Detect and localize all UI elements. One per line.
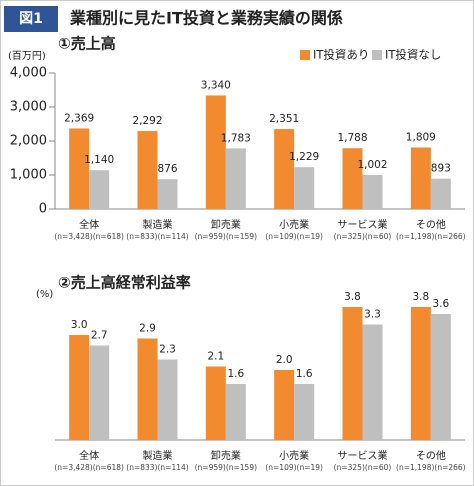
bar [69, 128, 90, 209]
value-label: 2.0 [276, 354, 293, 366]
x-tick-label: 製造業 [143, 449, 173, 462]
chart-title: ①売上高 [58, 35, 116, 53]
value-label: 2,369 [64, 112, 94, 124]
x-tick-label: その他 [416, 218, 446, 231]
value-label: 1,783 [221, 132, 251, 144]
legend-label: IT投資あり [313, 48, 369, 62]
bar [137, 338, 158, 440]
value-label: 1.6 [227, 368, 244, 380]
value-label: 2,351 [269, 113, 299, 125]
value-label: 2.3 [159, 344, 176, 356]
value-label: 3.8 [412, 291, 429, 303]
legend-swatch [372, 50, 382, 60]
category-note: (n=1,198)(n=266) [396, 232, 466, 241]
bar [225, 148, 246, 209]
value-label: 1,002 [357, 159, 387, 171]
x-tick-label: サービス業 [338, 449, 388, 462]
y-tick-label: 2,000 [10, 134, 47, 149]
value-label: 3.0 [71, 319, 88, 331]
value-label: 3.3 [364, 309, 381, 321]
bar [157, 179, 178, 209]
bar [157, 359, 178, 440]
bar [205, 95, 226, 209]
badge: 図1 [19, 11, 43, 27]
value-label: 2,292 [132, 115, 162, 127]
value-label: 2.9 [139, 323, 156, 335]
bar [410, 147, 431, 209]
page-title: 業種別に見たIT投資と業務実績の関係 [69, 9, 343, 28]
category-note: (n=325)(n=60) [334, 463, 392, 472]
badge-bg [4, 6, 58, 32]
x-tick-label: 小売業 [279, 449, 309, 462]
bar [69, 335, 90, 440]
x-tick-label: 卸売業 [211, 218, 241, 231]
category-note: (n=959)(n=159) [195, 232, 257, 241]
bar [430, 314, 451, 440]
value-label: 1,229 [289, 151, 319, 163]
y-tick-label: 4,000 [10, 66, 47, 81]
value-label: 3.6 [432, 298, 449, 310]
y-tick-label: 3,000 [10, 100, 47, 115]
x-tick-label: サービス業 [338, 218, 388, 231]
bar [225, 384, 246, 440]
bar [342, 148, 363, 209]
category-note: (n=3,428)(n=618) [54, 232, 124, 241]
x-tick-label: その他 [416, 449, 446, 462]
y-tick-label: 0 [39, 202, 47, 217]
bar [362, 174, 383, 209]
y-axis-label: (百万円) [8, 50, 46, 62]
x-tick-label: 全体 [79, 449, 99, 462]
bar [362, 324, 383, 440]
bar [430, 178, 451, 209]
x-tick-label: 全体 [79, 218, 99, 231]
bar [294, 384, 315, 440]
value-label: 1,788 [337, 132, 367, 144]
legend-label: IT投資なし [385, 48, 441, 62]
value-label: 1,809 [406, 131, 436, 143]
bar [137, 131, 158, 209]
bar [89, 170, 110, 209]
value-label: 876 [157, 163, 177, 175]
value-label: 1.6 [296, 368, 313, 380]
x-tick-label: 卸売業 [211, 449, 241, 462]
bar [274, 129, 295, 209]
y-axis-label: (%) [36, 289, 53, 300]
y-tick-label: 1,000 [10, 168, 47, 183]
x-tick-label: 小売業 [279, 218, 309, 231]
chart-title: ②売上高経常利益率 [58, 274, 191, 292]
bar [89, 345, 110, 440]
category-note: (n=3,428)(n=618) [54, 463, 124, 472]
category-note: (n=1,198)(n=266) [396, 463, 466, 472]
category-note: (n=833)(n=114) [126, 232, 188, 241]
category-note: (n=109)(n=19) [265, 463, 323, 472]
bar [342, 307, 363, 440]
value-label: 1,140 [84, 154, 114, 166]
value-label: 3,340 [201, 79, 231, 91]
value-label: 3.8 [344, 291, 361, 303]
value-label: 2.1 [207, 351, 224, 363]
category-note: (n=325)(n=60) [334, 232, 392, 241]
value-label: 893 [431, 163, 451, 175]
value-label: 2.7 [91, 330, 108, 342]
bar [294, 167, 315, 209]
bar [274, 370, 295, 440]
bar [205, 366, 226, 440]
category-note: (n=959)(n=159) [195, 463, 257, 472]
x-tick-label: 製造業 [143, 218, 173, 231]
bar [410, 307, 431, 440]
legend-swatch [300, 50, 310, 60]
category-note: (n=833)(n=114) [126, 463, 188, 472]
category-note: (n=109)(n=19) [265, 232, 323, 241]
